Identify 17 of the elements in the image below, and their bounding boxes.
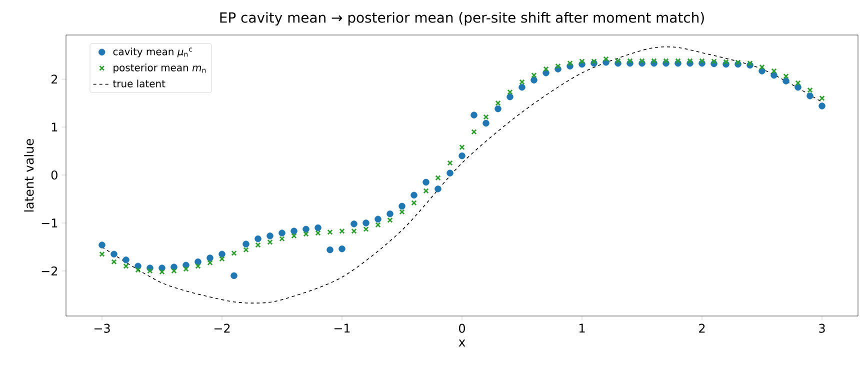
y-tick-label: 0 (51, 170, 58, 180)
x-tick-label: −1 (334, 324, 350, 332)
y-tick-label: 1 (52, 122, 58, 132)
y-tick-label: −1 (42, 218, 58, 228)
legend-label: posterior mean m$_{n}$ (114, 64, 206, 74)
x-axis-title: x (458, 340, 466, 346)
x-tick-label: −2 (214, 324, 230, 333)
x-tick-label: 3 (819, 324, 825, 333)
x-tick-label: 1 (580, 324, 585, 332)
y-tick-label: 2 (51, 74, 58, 84)
chart-title: EP cavity mean → posterior mean (per-site shift after moment match) (220, 12, 704, 26)
y-axis-title: latent value (24, 138, 34, 212)
legend-label: true latent (113, 80, 166, 88)
x-tick-label: −3 (94, 324, 110, 333)
x-tick-label: 0 (458, 324, 466, 333)
y-tick-label: −2 (42, 266, 58, 276)
x-tick-label: 2 (699, 324, 705, 333)
